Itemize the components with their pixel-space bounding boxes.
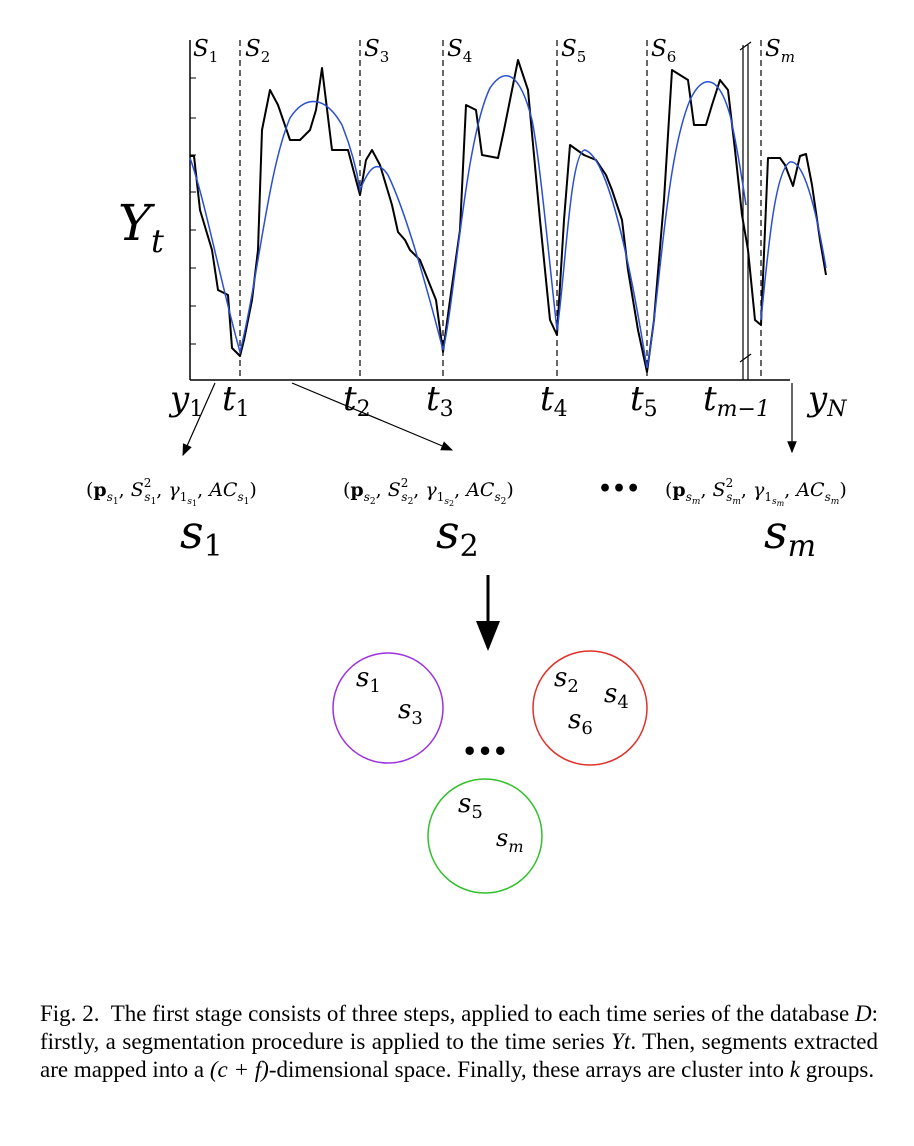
caption-text: groups.: [799, 1057, 875, 1082]
x-tick-label: t3: [426, 379, 454, 422]
segmentation-clustering-figure: S1 S2 S3 S4 S5 S6 Sm Yt y1 t1 t2 t3 t4 t…: [86, 36, 847, 894]
caption-prefix: Fig. 2.: [40, 1001, 100, 1026]
segment-label: S4: [447, 36, 472, 66]
feature-vector: (psm, S2 sm, γ1sm, ACsm): [665, 476, 847, 508]
segment-label: S2: [245, 36, 270, 66]
caption-series-symbol: Yt: [611, 1029, 631, 1054]
caption-dimension-symbol: (c + f): [209, 1057, 269, 1082]
feature-vector: (ps1, S2 s1, γ1s1, ACs1): [86, 476, 257, 508]
x-tick-label: y1: [168, 379, 203, 422]
cluster-member: s4: [604, 679, 629, 713]
cluster-member: sm: [496, 824, 524, 856]
cluster-1: s1 s3: [332, 652, 444, 764]
cluster-ellipsis: •••: [462, 737, 508, 766]
caption-text: -dimensional space. Finally, these array…: [268, 1057, 790, 1082]
caption-database-symbol: D: [854, 1001, 872, 1026]
x-tick-label: t1: [222, 379, 250, 422]
time-series-line: [190, 59, 827, 373]
arrow-to-s1: [182, 382, 216, 457]
cluster-circle: [332, 652, 444, 764]
figure-caption: Fig. 2. The first stage consists of thre…: [40, 1000, 878, 1084]
cluster-member: s6: [568, 705, 593, 739]
caption-text: . Then, segments extracted are mapped in…: [40, 1029, 879, 1082]
segment-label: Sm: [765, 36, 795, 66]
arrow-to-s2: [291, 382, 454, 451]
segment-name: s2: [436, 505, 479, 564]
segment-name: s1: [180, 505, 223, 564]
caption-text: : firstly, a segmentation procedure is a…: [40, 1001, 878, 1054]
segment-label: S6: [651, 36, 676, 66]
x-tick-label: tm−1: [703, 379, 770, 422]
cluster-circle: [532, 650, 648, 766]
y-axis-ticks: [190, 77, 196, 345]
cluster-circle: [427, 778, 543, 894]
cluster-member: s5: [458, 789, 483, 823]
cluster-3: s5 sm: [427, 778, 543, 894]
segment-label: S3: [364, 36, 389, 66]
x-tick-label: t5: [630, 379, 658, 422]
segment-names: s1 s2 sm: [180, 505, 816, 564]
x-tick-label: yN: [806, 379, 847, 422]
x-tick-label: t4: [540, 379, 568, 422]
x-tick-labels: y1 t1 t2 t3 t4 t5 tm−1 yN: [168, 379, 847, 422]
caption-text: The first stage consists of three steps,…: [110, 1001, 855, 1026]
cluster-member: s2: [554, 663, 579, 697]
y-axis-label: Yt: [118, 194, 164, 260]
cluster-member: s3: [398, 695, 423, 729]
axis-break-mark: [739, 41, 752, 380]
feature-vector: (ps2, S2 s2, γ1s2, ACs2): [343, 476, 514, 508]
segment-label: S5: [561, 36, 586, 66]
caption-groups-symbol: k: [789, 1057, 800, 1082]
fitted-curve: [189, 75, 827, 369]
mapping-arrows: [182, 382, 797, 457]
segment-labels: S1 S2 S3 S4 S5 S6 Sm: [193, 36, 795, 66]
segment-name: sm: [764, 505, 816, 564]
x-tick-label: t2: [343, 379, 371, 422]
feature-vectors: (ps1, S2 s1, γ1s1, ACs1) (ps2, S2 s2, γ1s2…: [86, 476, 847, 508]
cluster-member: s1: [356, 663, 381, 697]
segment-label: S1: [193, 36, 218, 66]
feature-ellipsis: •••: [598, 476, 640, 502]
cluster-2: s2 s4 s6: [532, 650, 648, 766]
